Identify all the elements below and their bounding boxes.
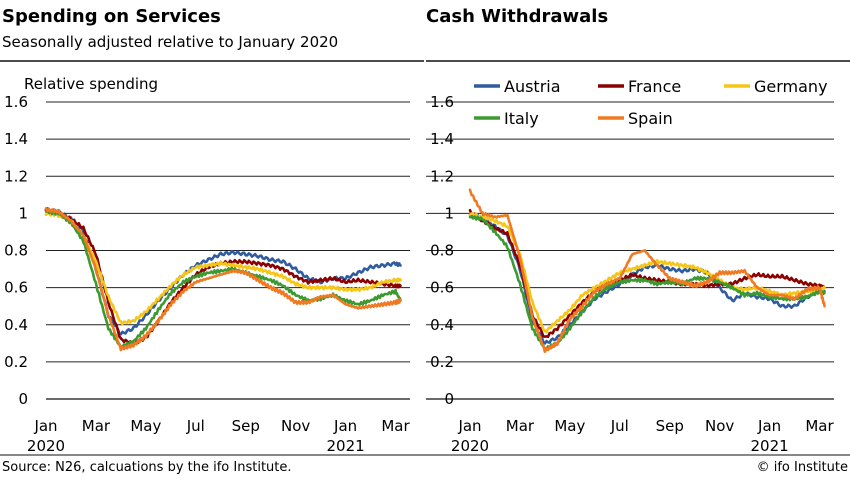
left-y-tick-label: 0 bbox=[18, 390, 28, 408]
right-x-tick-label: Mar bbox=[805, 417, 834, 435]
legend-label-italy: Italy bbox=[504, 109, 539, 128]
legend-label-germany: Germany bbox=[754, 77, 828, 96]
right-y-tick-label: 1.2 bbox=[430, 167, 454, 185]
right-series-germany bbox=[468, 212, 826, 334]
left-x-tick-label: Jan bbox=[333, 417, 357, 435]
legend-label-spain: Spain bbox=[628, 109, 673, 128]
left-x-tick-label: Sep bbox=[232, 417, 260, 435]
right-x-tick-label: Nov bbox=[705, 417, 734, 435]
left-y-tick-label: 1.2 bbox=[4, 167, 28, 185]
left-series-spain bbox=[44, 207, 402, 352]
left-x-tick-year: 2020 bbox=[27, 437, 65, 455]
left-x-tick-label: Mar bbox=[82, 417, 111, 435]
left-x-tick-label: Mar bbox=[381, 417, 410, 435]
left-series-germany bbox=[44, 211, 402, 326]
right-plot: 0 0.2 0.4 0.6 0.8 1 1.2 1.4 1.6 Jan 2020 Mar May Jul S… bbox=[426, 93, 834, 455]
left-series-italy bbox=[44, 209, 402, 349]
right-x-tick-year: 2020 bbox=[451, 437, 489, 455]
left-y-tick-label: 0.8 bbox=[4, 242, 28, 260]
right-x-tick-label: Sep bbox=[656, 417, 684, 435]
legend-label-france: France bbox=[628, 77, 681, 96]
legend-label-austria: Austria bbox=[504, 77, 561, 96]
right-y-tick-label: 0.6 bbox=[430, 279, 454, 297]
left-chart-title: Spending on Services bbox=[2, 6, 221, 27]
right-x-tick-label: Jul bbox=[610, 417, 629, 435]
copyright-note: © ifo Institute bbox=[757, 460, 848, 475]
left-y-tick-label: 0.6 bbox=[4, 279, 28, 297]
right-series-italy bbox=[468, 215, 826, 351]
right-x-tick-label: Jan bbox=[457, 417, 481, 435]
left-y-axis-label: Relative spending bbox=[24, 75, 158, 93]
right-y-tick-label: 1 bbox=[444, 204, 454, 222]
left-x-tick-label: Jan bbox=[33, 417, 57, 435]
left-chart-subtitle: Seasonally adjusted relative to January … bbox=[2, 33, 338, 51]
right-x-tick-year: 2021 bbox=[750, 437, 788, 455]
right-y-tick-label: 0.4 bbox=[430, 316, 454, 334]
right-y-tick-label: 1.4 bbox=[430, 130, 454, 148]
left-y-tick-label: 1.4 bbox=[4, 130, 28, 148]
left-x-tick-label: May bbox=[130, 417, 161, 435]
right-y-tick-label: 0.2 bbox=[430, 353, 454, 371]
right-y-tick-label: 0 bbox=[444, 390, 454, 408]
right-x-tick-label: Mar bbox=[506, 417, 535, 435]
right-x-tick-label: May bbox=[554, 417, 585, 435]
left-y-tick-label: 0.2 bbox=[4, 353, 28, 371]
source-note: Source: N26, calcuations by the ifo Inst… bbox=[2, 460, 292, 475]
right-series-spain bbox=[468, 188, 826, 354]
left-plot: 0 0.2 0.4 0.6 0.8 1 1.2 1.4 1.6 Jan 2020 Mar May Jul S… bbox=[4, 93, 410, 455]
left-y-tick-label: 1.6 bbox=[4, 93, 28, 111]
left-y-tick-label: 1 bbox=[18, 204, 28, 222]
left-x-tick-label: Jul bbox=[186, 417, 205, 435]
right-y-tick-label: 1.6 bbox=[430, 93, 454, 111]
legend: Austria France Germany Italy Spain bbox=[474, 77, 828, 128]
left-y-tick-label: 0.4 bbox=[4, 316, 28, 334]
left-x-tick-label: Nov bbox=[281, 417, 310, 435]
right-y-tick-label: 0.8 bbox=[430, 242, 454, 260]
left-x-tick-year: 2021 bbox=[326, 437, 364, 455]
right-chart-title: Cash Withdrawals bbox=[426, 6, 608, 27]
right-x-tick-label: Jan bbox=[757, 417, 781, 435]
